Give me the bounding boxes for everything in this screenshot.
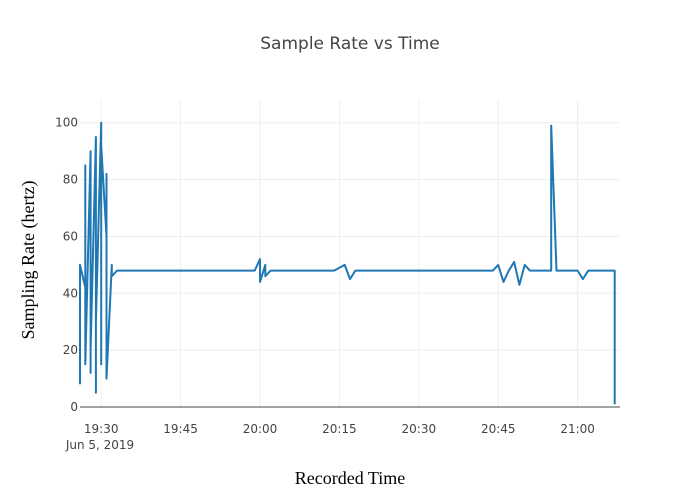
x-axis-label: Recorded Time — [295, 468, 406, 488]
x-tick-label: 20:30 — [402, 422, 437, 436]
y-axis-label: Sampling Rate (hertz) — [18, 181, 39, 340]
x-tick-label: 20:15 — [322, 422, 357, 436]
series-layer — [79, 121, 616, 405]
y-tick-label: 40 — [63, 286, 78, 300]
x-tick-label: 20:45 — [481, 422, 516, 436]
series-line — [79, 121, 616, 405]
y-tick-label: 100 — [55, 116, 78, 130]
y-tick-label: 60 — [63, 229, 78, 243]
x-date-label: Jun 5, 2019 — [65, 438, 134, 452]
x-tick-label: 19:45 — [163, 422, 198, 436]
x-tick-label: 21:00 — [560, 422, 595, 436]
axis-layer: 19:30 19:45 20:00 20:15 20:30 20:45 21:00 0 20 40… — [55, 116, 620, 436]
x-tick-label: 19:30 — [84, 422, 119, 436]
y-tick-label: 0 — [70, 400, 78, 414]
chart-title: Sample Rate vs Time — [260, 34, 439, 54]
grid-layer — [80, 100, 620, 407]
y-tick-label: 80 — [63, 173, 78, 187]
y-tick-label: 20 — [63, 343, 78, 357]
x-tick-label: 20:00 — [243, 422, 278, 436]
